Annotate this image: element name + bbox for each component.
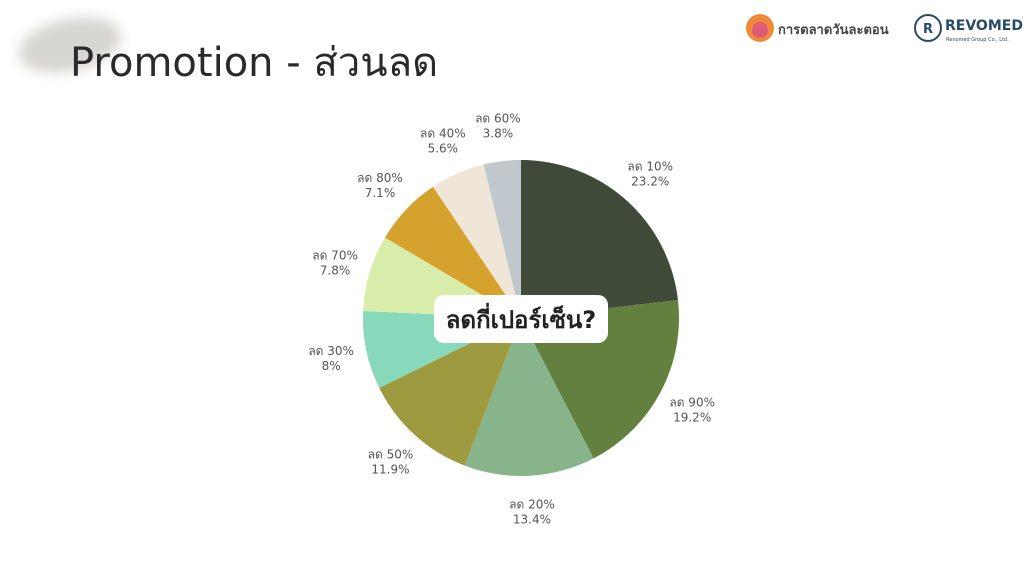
- slice-value-label: 3.8%: [483, 126, 514, 140]
- pie-slice: [433, 164, 521, 318]
- pie-slice: [464, 318, 594, 477]
- center-badge: [434, 295, 608, 343]
- company-logo-icon: [914, 14, 942, 42]
- pie-slice: [379, 318, 521, 466]
- decor-smudge: [18, 17, 122, 73]
- slice-value-label: 7.1%: [365, 186, 396, 200]
- center-annotation: ลดกี่เปอร์เซ็น?: [446, 302, 596, 334]
- slice-value-label: 5.6%: [428, 141, 459, 155]
- slice-category-label: ลด 30%: [308, 344, 354, 358]
- slice-category-label: ลด 80%: [357, 171, 403, 185]
- slice-category-label: ลด 50%: [368, 447, 414, 461]
- brand-logo-icon-inner: [752, 22, 768, 38]
- company-logo-sub: Renomed Group Co., Ltd.: [946, 37, 1009, 43]
- company-logo-letter: R: [923, 22, 933, 37]
- company-logo-text: REVOMED: [945, 18, 1023, 34]
- pie-slice: [385, 186, 521, 318]
- slice-category-label: ลด 10%: [627, 159, 673, 173]
- slice-category-label: ลด 70%: [312, 249, 358, 263]
- slice-category-label: ลด 60%: [475, 111, 521, 125]
- slice-value-label: 19.2%: [673, 410, 711, 424]
- slice-category-label: ลด 40%: [420, 126, 466, 140]
- slice-category-label: ลด 90%: [669, 395, 715, 409]
- slice-value-label: 11.9%: [371, 462, 409, 476]
- slide-title: Promotion - ส่วนลด: [70, 40, 438, 86]
- slice-value-label: 8%: [322, 359, 341, 373]
- pie-slice: [483, 160, 521, 318]
- slice-category-label: ลด 20%: [509, 498, 555, 512]
- brand-logo-text: การตลาดวันละตอน: [778, 23, 889, 38]
- slice-value-label: 13.4%: [513, 513, 551, 527]
- slice-value-label: 7.8%: [320, 264, 351, 278]
- slice-value-label: 23.2%: [631, 174, 669, 188]
- pie-slice: [521, 160, 678, 318]
